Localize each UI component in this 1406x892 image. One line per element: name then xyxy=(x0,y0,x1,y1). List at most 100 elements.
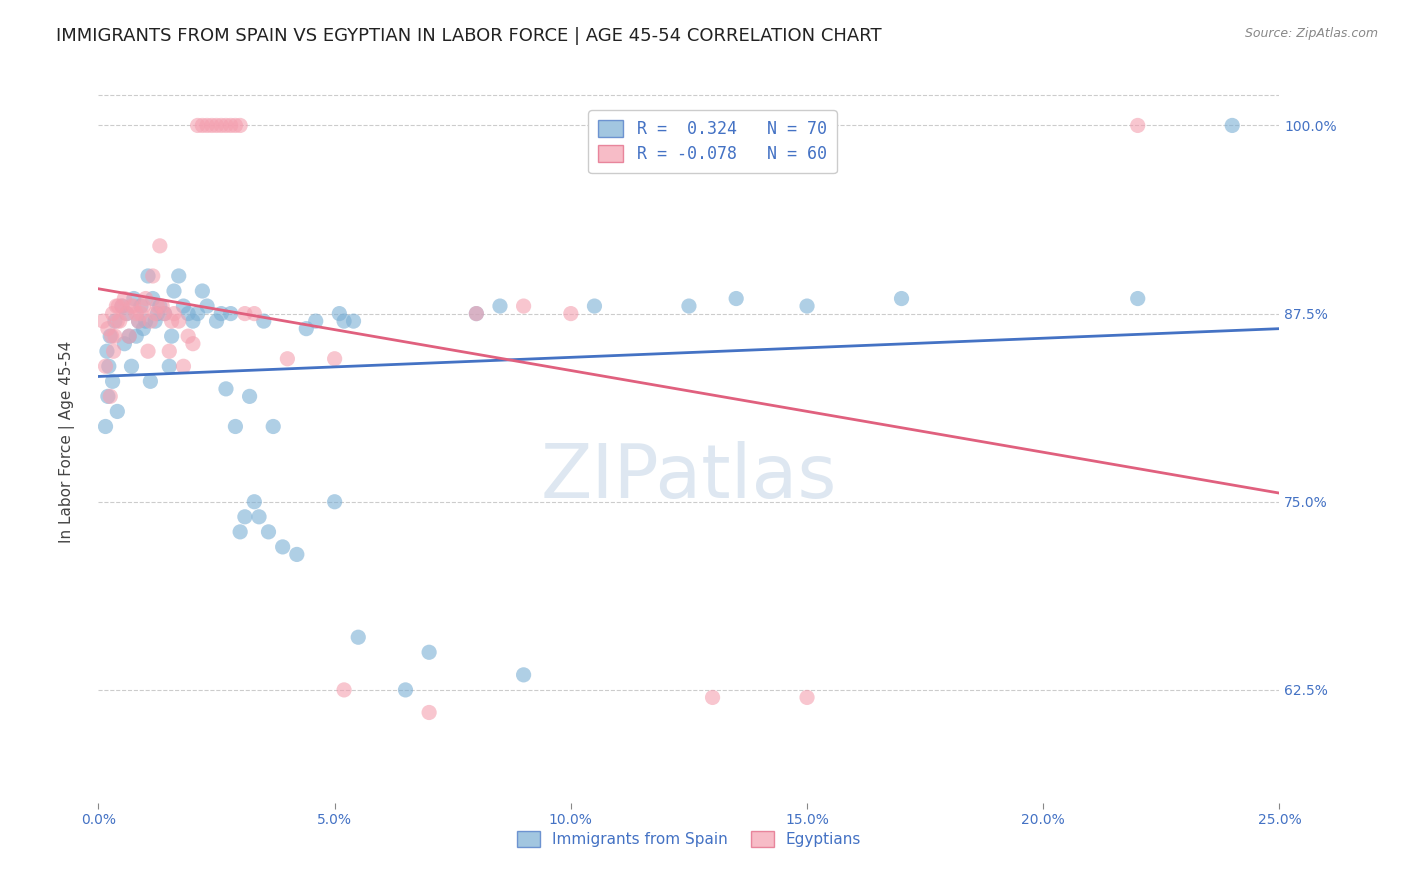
Point xyxy=(105,404,128,418)
Point xyxy=(115,307,138,321)
Point xyxy=(153,307,176,321)
Point xyxy=(115,307,138,321)
Y-axis label: In Labor Force | Age 45-54: In Labor Force | Age 45-54 xyxy=(59,341,75,542)
Point xyxy=(132,299,155,313)
Point xyxy=(233,509,256,524)
Point xyxy=(796,690,818,705)
Point xyxy=(465,307,488,321)
Point xyxy=(105,299,128,313)
Point xyxy=(195,119,218,133)
Point xyxy=(167,314,190,328)
Point xyxy=(101,375,124,389)
Point xyxy=(118,329,141,343)
Point xyxy=(247,509,270,524)
Point xyxy=(224,419,246,434)
Point xyxy=(305,314,328,328)
Point xyxy=(139,314,162,328)
Point xyxy=(160,329,183,343)
Point xyxy=(191,284,214,298)
Point xyxy=(394,682,416,697)
Point xyxy=(160,314,183,328)
Point xyxy=(229,524,252,539)
Point xyxy=(132,321,155,335)
Point xyxy=(100,329,122,343)
Point xyxy=(135,292,157,306)
Point xyxy=(418,645,440,659)
Point xyxy=(94,419,117,434)
Point xyxy=(177,307,200,321)
Point xyxy=(347,630,370,644)
Point xyxy=(342,314,364,328)
Point xyxy=(512,668,534,682)
Point xyxy=(129,307,152,321)
Point xyxy=(149,239,172,253)
Point xyxy=(104,314,127,328)
Point xyxy=(121,359,143,374)
Point xyxy=(97,321,120,335)
Point xyxy=(167,268,190,283)
Point xyxy=(98,329,121,343)
Point xyxy=(146,299,169,313)
Point xyxy=(295,321,318,335)
Text: Source: ZipAtlas.com: Source: ZipAtlas.com xyxy=(1244,27,1378,40)
Point xyxy=(122,292,145,306)
Point xyxy=(583,299,606,313)
Point xyxy=(153,307,176,321)
Point xyxy=(142,292,165,306)
Point xyxy=(98,389,121,403)
Point xyxy=(702,690,724,705)
Point xyxy=(489,299,512,313)
Point xyxy=(136,344,159,359)
Point xyxy=(112,336,135,351)
Point xyxy=(229,119,252,133)
Point xyxy=(136,268,159,283)
Point xyxy=(233,307,256,321)
Point xyxy=(418,706,440,720)
Point xyxy=(150,299,173,313)
Point xyxy=(96,344,118,359)
Point xyxy=(796,299,818,313)
Point xyxy=(1126,119,1149,133)
Point xyxy=(239,389,262,403)
Point xyxy=(465,307,488,321)
Point xyxy=(1126,292,1149,306)
Point xyxy=(181,314,204,328)
Point xyxy=(163,284,186,298)
Point xyxy=(205,119,228,133)
Point xyxy=(271,540,294,554)
Point xyxy=(215,382,238,396)
Point xyxy=(323,351,346,366)
Point xyxy=(224,119,246,133)
Point xyxy=(103,344,125,359)
Point xyxy=(187,119,209,133)
Point xyxy=(94,359,117,374)
Point xyxy=(243,307,266,321)
Point xyxy=(560,307,582,321)
Point xyxy=(209,119,232,133)
Point xyxy=(219,119,242,133)
Point xyxy=(205,314,228,328)
Point xyxy=(129,299,152,313)
Point xyxy=(512,299,534,313)
Text: IMMIGRANTS FROM SPAIN VS EGYPTIAN IN LABOR FORCE | AGE 45-54 CORRELATION CHART: IMMIGRANTS FROM SPAIN VS EGYPTIAN IN LAB… xyxy=(56,27,882,45)
Point xyxy=(276,351,298,366)
Point xyxy=(328,307,350,321)
Point xyxy=(97,389,120,403)
Point xyxy=(139,375,162,389)
Point xyxy=(1220,119,1243,133)
Point xyxy=(111,299,134,313)
Point xyxy=(163,307,186,321)
Point xyxy=(209,307,232,321)
Point xyxy=(125,307,148,321)
Point xyxy=(105,314,128,328)
Point xyxy=(157,344,180,359)
Point xyxy=(262,419,284,434)
Point xyxy=(725,292,748,306)
Point xyxy=(172,359,194,374)
Point xyxy=(187,307,209,321)
Point xyxy=(122,299,145,313)
Point xyxy=(112,292,135,306)
Point xyxy=(111,299,134,313)
Point xyxy=(333,314,356,328)
Point xyxy=(128,314,150,328)
